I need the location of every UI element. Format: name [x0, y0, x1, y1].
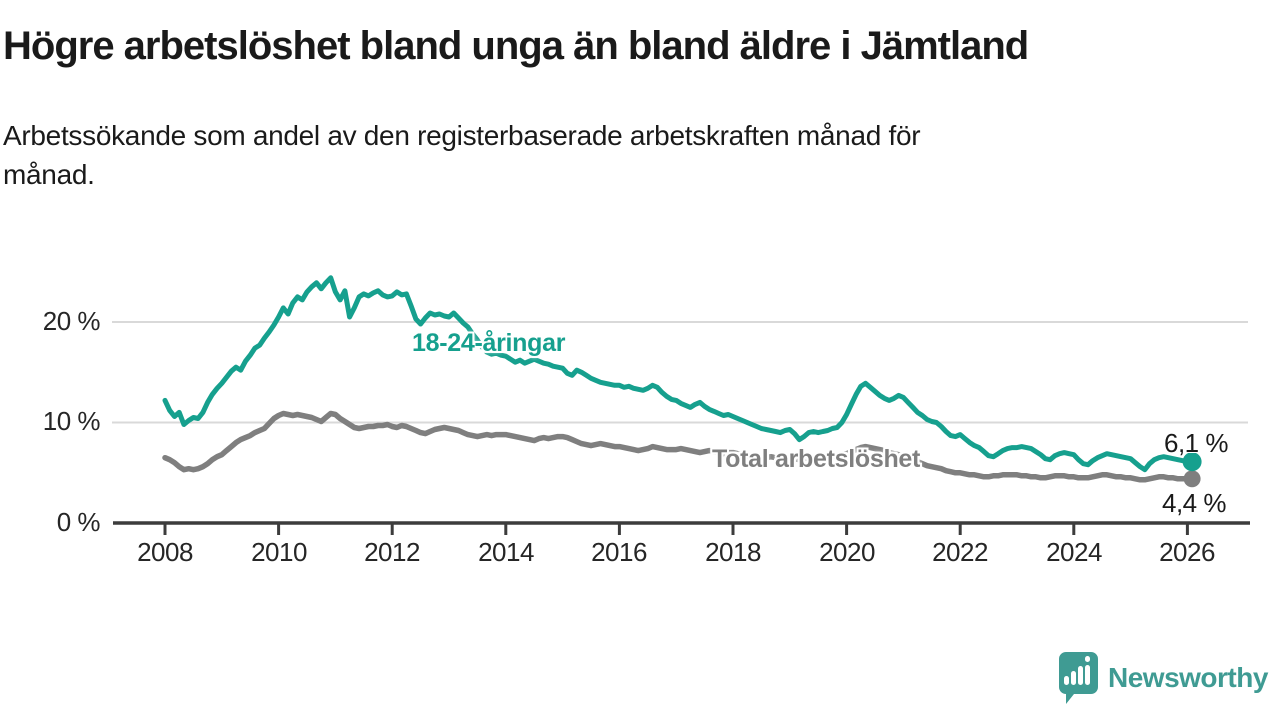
page-title: Högre arbetslöshet bland unga än bland ä…: [3, 24, 1029, 68]
series-line-total: [162, 410, 1195, 483]
series-line-young: [162, 275, 1195, 473]
x-tick-label-2018: 2018: [705, 537, 761, 567]
newsworthy-logo-icon: [1059, 652, 1098, 704]
logo-exclamation-bar: [1085, 665, 1090, 685]
series-label-total: Total arbetslöshet: [712, 445, 921, 473]
x-tick-label-2010: 2010: [251, 537, 307, 567]
end-value-young: 6,1 %: [1164, 428, 1229, 458]
y-tick-label-10: 10 %: [42, 406, 101, 436]
logo-exclamation-dot: [1085, 656, 1090, 662]
x-axis-ticks: [163, 523, 1189, 535]
logo-bar-3: [1078, 666, 1083, 685]
subtitle-line-1: Arbetssökande som andel av den registerb…: [3, 120, 921, 151]
subtitle-line-2: månad.: [3, 159, 95, 190]
series-end-dot-young: [1182, 452, 1202, 472]
logo-bar-1: [1064, 676, 1069, 685]
x-tick-label-2026: 2026: [1159, 537, 1215, 567]
end-value-total: 4,4 %: [1162, 488, 1227, 518]
series-label-young: 18-24-åringar: [412, 329, 566, 357]
x-tick-label-2014: 2014: [478, 537, 534, 567]
page-subtitle: Arbetssökande som andel av den registerb…: [3, 116, 1203, 194]
x-tick-label-2008: 2008: [137, 537, 193, 567]
newsworthy-logo-text: Newsworthy: [1108, 662, 1268, 693]
logo-bar-2: [1071, 671, 1076, 685]
newsworthy-brand: Newsworthy: [1056, 650, 1268, 706]
x-tick-label-2022: 2022: [932, 537, 988, 567]
y-tick-label-0: 0 %: [56, 507, 101, 537]
x-tick-label-2012: 2012: [364, 537, 420, 567]
series-end-dot-total: [1183, 470, 1201, 488]
x-tick-label-2020: 2020: [819, 537, 875, 567]
x-tick-label-2024: 2024: [1046, 537, 1102, 567]
x-tick-label-2016: 2016: [591, 537, 647, 567]
y-tick-label-20: 20 %: [42, 306, 101, 336]
